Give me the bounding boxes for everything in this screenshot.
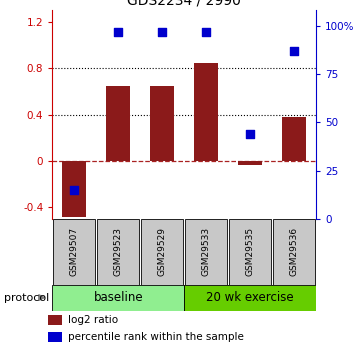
- Bar: [48, 332, 62, 342]
- Text: GSM29507: GSM29507: [70, 227, 79, 276]
- Bar: [52, 285, 184, 310]
- Text: GSM29523: GSM29523: [114, 227, 123, 276]
- Bar: [53, 219, 95, 285]
- Text: baseline: baseline: [93, 291, 143, 304]
- Text: GSM29535: GSM29535: [245, 227, 255, 276]
- Point: [291, 48, 297, 54]
- Bar: [48, 315, 62, 325]
- Bar: [184, 285, 316, 310]
- Text: percentile rank within the sample: percentile rank within the sample: [68, 332, 244, 342]
- Point: [71, 187, 77, 193]
- Bar: [273, 219, 315, 285]
- Bar: [185, 219, 227, 285]
- Point: [115, 29, 121, 34]
- Text: log2 ratio: log2 ratio: [68, 315, 118, 325]
- Text: GSM29529: GSM29529: [158, 227, 167, 276]
- Bar: [194, 62, 218, 161]
- Bar: [150, 86, 174, 161]
- Text: 20 wk exercise: 20 wk exercise: [206, 291, 294, 304]
- Bar: [97, 219, 139, 285]
- Bar: [282, 117, 306, 161]
- Text: GSM29536: GSM29536: [290, 227, 299, 276]
- Point: [159, 29, 165, 34]
- Title: GDS2234 / 2990: GDS2234 / 2990: [127, 0, 241, 8]
- Bar: [141, 219, 183, 285]
- Point: [247, 131, 253, 137]
- Text: GSM29533: GSM29533: [201, 227, 210, 276]
- Point: [203, 29, 209, 34]
- Bar: [229, 219, 271, 285]
- Bar: [62, 161, 86, 217]
- Bar: [238, 161, 262, 165]
- Text: protocol: protocol: [4, 293, 49, 303]
- Bar: [106, 86, 130, 161]
